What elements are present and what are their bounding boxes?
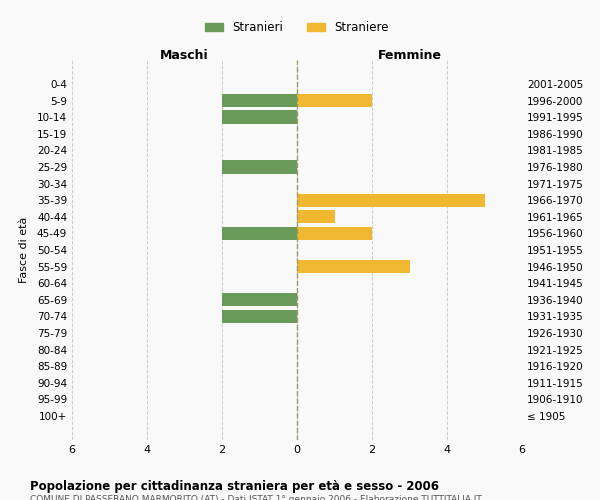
Text: Femmine: Femmine (377, 50, 442, 62)
Text: Popolazione per cittadinanza straniera per età e sesso - 2006: Popolazione per cittadinanza straniera p… (30, 480, 439, 493)
Bar (297, 194, 485, 207)
Bar (297, 226, 372, 240)
Bar (297, 94, 372, 107)
Bar (222, 226, 297, 240)
Bar (222, 310, 297, 323)
Bar (297, 210, 335, 224)
Bar (222, 293, 297, 306)
Legend: Stranieri, Straniere: Stranieri, Straniere (200, 16, 394, 39)
Bar (297, 260, 409, 274)
Bar (222, 160, 297, 173)
Y-axis label: Fasce di età: Fasce di età (19, 217, 29, 283)
Bar (222, 110, 297, 124)
Text: Maschi: Maschi (160, 50, 209, 62)
Text: COMUNE DI PASSERANO MARMORITO (AT) - Dati ISTAT 1° gennaio 2006 - Elaborazione T: COMUNE DI PASSERANO MARMORITO (AT) - Dat… (30, 495, 482, 500)
Bar (222, 94, 297, 107)
